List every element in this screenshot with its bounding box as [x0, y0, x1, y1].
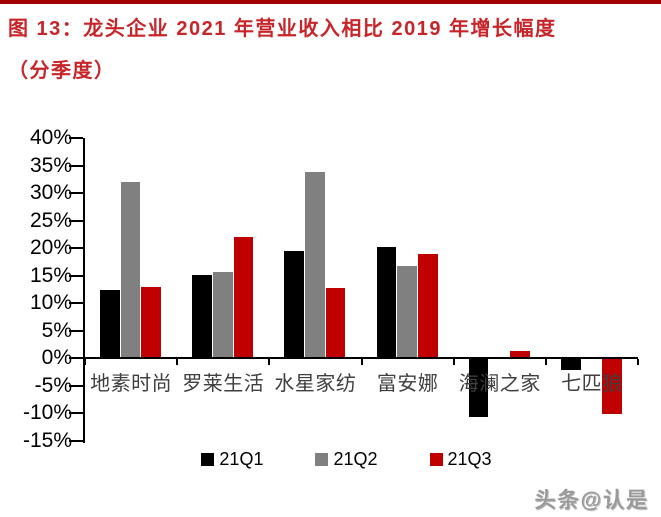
legend-label-21q3: 21Q3 [447, 449, 492, 469]
y-axis-label: 0% [41, 346, 72, 370]
y-axis-tick [69, 274, 83, 277]
y-axis-label: -10% [22, 401, 72, 425]
y-axis-tick [69, 247, 83, 250]
chart-bar [417, 253, 438, 359]
x-axis-label: 罗莱生活 [182, 373, 265, 395]
y-axis-label: -15% [22, 429, 72, 452]
figure-title-line1: 图 13：龙头企业 2021 年营业收入相比 2019 年增长幅度 [8, 18, 557, 40]
x-axis-tick [637, 359, 639, 366]
chart-bar [212, 271, 233, 359]
figure-title: 图 13：龙头企业 2021 年营业收入相比 2019 年增长幅度 （分季度） [8, 8, 655, 92]
y-axis-label: 40% [29, 126, 72, 149]
y-axis-tick [69, 302, 83, 305]
chart-bar [284, 251, 305, 359]
y-axis-tick [69, 384, 83, 387]
chart-bar [233, 237, 254, 359]
legend-swatch-21q1 [201, 453, 215, 466]
top-divider-rule [0, 0, 661, 4]
y-axis-tick [69, 192, 83, 195]
x-axis-tick [452, 359, 455, 366]
chart-bar [120, 181, 141, 359]
y-axis-tick [69, 357, 83, 360]
y-axis-label: 35% [29, 153, 72, 177]
chart-bar [376, 246, 397, 359]
y-axis-label: 15% [29, 263, 72, 287]
y-axis-label: 30% [29, 181, 72, 205]
chart-bar [510, 350, 530, 359]
x-axis-tick [544, 359, 547, 366]
chart-bar [560, 359, 581, 370]
y-axis-label: 10% [29, 291, 72, 315]
chart-legend: 21Q1 21Q2 21Q3 [0, 449, 661, 470]
figure-title-line2: （分季度） [8, 60, 116, 82]
legend-item-21q1: 21Q1 [201, 449, 263, 470]
chart-bar [602, 359, 622, 415]
x-axis-line [83, 357, 638, 360]
legend-swatch-21q2 [315, 453, 329, 466]
y-axis-tick [69, 440, 83, 442]
x-axis-tick [176, 359, 179, 366]
legend-swatch-21q3 [429, 453, 443, 466]
chart-bar [468, 359, 489, 418]
chart-bar [397, 266, 417, 359]
y-axis-tick [69, 329, 83, 332]
x-axis-label: 七匹狼 [561, 373, 623, 395]
x-axis-label: 海澜之家 [458, 373, 541, 395]
y-axis-tick [69, 412, 83, 415]
chart-bar [305, 171, 325, 359]
x-axis-label: 地素时尚 [90, 373, 173, 395]
legend-label-21q2: 21Q2 [333, 449, 378, 469]
legend-label-21q1: 21Q1 [219, 449, 264, 469]
watermark: 头条@认是 [534, 489, 649, 512]
chart-bar [192, 274, 212, 359]
y-axis-line [83, 138, 85, 443]
y-axis-label: 25% [29, 208, 72, 232]
x-axis-label: 水星家纺 [274, 373, 357, 395]
legend-item-21q3: 21Q3 [429, 449, 492, 470]
legend-item-21q2: 21Q2 [315, 449, 378, 470]
y-axis-label: -5% [34, 373, 72, 397]
y-axis-tick [69, 137, 83, 139]
x-axis-tick [268, 359, 271, 366]
y-axis-tick [69, 219, 83, 222]
chart-bar [141, 287, 162, 359]
x-axis-label: 富安娜 [376, 373, 439, 395]
chart-bar [100, 290, 120, 359]
x-axis-tick [360, 359, 363, 366]
chart-bar [325, 288, 346, 359]
x-axis-tick [84, 359, 86, 366]
y-axis-label: 5% [41, 318, 72, 342]
y-axis-tick [69, 164, 83, 167]
y-axis-label: 20% [29, 236, 72, 260]
